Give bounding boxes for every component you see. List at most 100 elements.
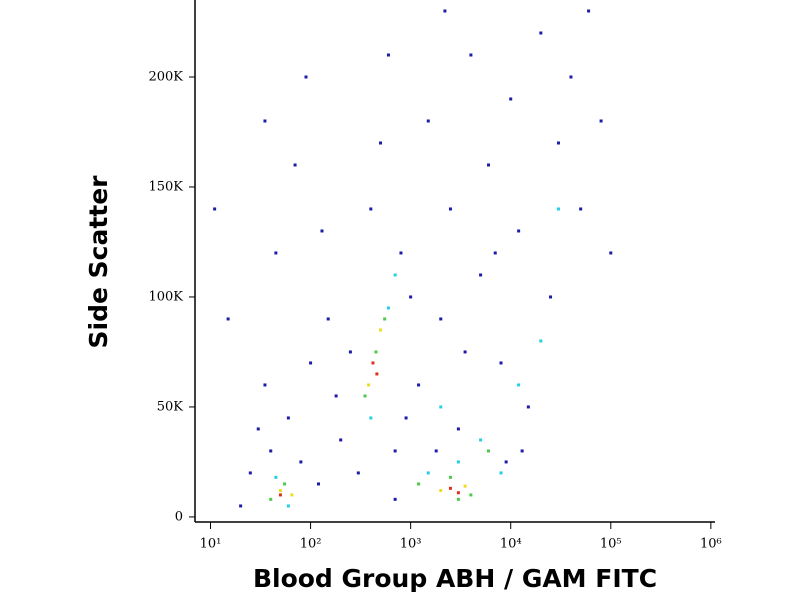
event-dot [256,427,260,431]
event-dot [579,207,583,211]
event-dot [393,273,397,277]
event-dot [609,251,613,255]
event-dot [487,163,491,167]
event-dot [569,75,573,79]
event-dot [448,207,452,211]
x-tick-label: 10⁶ [700,537,722,552]
event-dot [386,306,390,310]
event-dot [587,9,591,13]
event-dot [213,207,217,211]
event-dot [539,31,543,35]
event-dot [320,229,324,233]
event-dot [426,119,430,123]
event-dot [556,207,560,211]
event-dot [479,438,483,442]
event-dot [409,295,413,299]
event-dot [456,460,460,464]
event-dot [278,489,282,493]
event-dot [493,251,497,255]
event-dot [290,493,294,497]
event-dot [239,504,243,508]
event-dot [479,273,483,277]
event-dot [309,361,313,365]
event-dot [599,119,603,123]
event-dot [293,163,297,167]
y-tick-label: 100K [148,289,183,304]
event-dot [283,482,287,486]
event-dot [463,484,467,488]
event-dot [379,328,383,332]
y-tick-label: 150K [148,179,183,194]
event-dot [520,449,524,453]
event-dot [517,383,521,387]
event-dot [448,486,452,490]
event-dot [439,405,443,409]
event-dot [286,504,290,508]
event-dot [439,317,443,321]
event-dot [371,361,375,365]
event-dot [487,449,491,453]
event-dot [456,497,460,501]
x-tick-label: 10¹ [200,537,222,552]
y-tick-label: 50K [157,399,184,414]
event-dot [456,491,460,495]
event-dot [469,53,473,57]
x-tick-label: 10² [300,537,322,552]
event-dot [434,449,438,453]
event-dot [375,372,379,376]
y-tick-label: 200K [148,69,183,84]
event-dot [393,449,397,453]
event-dot [499,361,503,365]
event-dot [383,317,387,321]
event-dot [386,53,390,57]
event-dot [448,475,452,479]
event-dot [443,9,447,13]
event-dot [539,339,543,343]
event-dot [316,482,320,486]
event-dot [334,394,338,398]
event-dot [274,475,278,479]
event-dot [504,460,508,464]
event-dot [304,75,308,79]
event-dot [269,497,273,501]
event-dot [269,449,273,453]
event-dot [426,471,430,475]
event-dot [263,383,267,387]
event-dot [374,350,378,354]
event-dot [499,471,503,475]
event-dot [326,317,330,321]
event-dot [226,317,230,321]
event-dot [379,141,383,145]
event-dot [417,383,421,387]
event-dot [339,438,343,442]
event-dot [439,489,443,493]
event-dot [363,394,367,398]
event-dot [367,383,371,387]
event-dot [417,482,421,486]
event-dot [399,251,403,255]
event-dot [369,207,373,211]
event-dot [393,497,397,501]
event-dot [286,416,290,420]
y-axis-title: Side Scatter [84,175,113,349]
event-dot [299,460,303,464]
event-dot [526,405,530,409]
event-dot [404,416,408,420]
event-dot [348,350,352,354]
event-dot [463,350,467,354]
event-dot [248,471,252,475]
event-dot [278,493,282,497]
x-axis-title: Blood Group ABH / GAM FITC [253,564,657,593]
y-tick-label: 0 [175,509,183,524]
event-dot [556,141,560,145]
x-tick-label: 10⁴ [500,537,522,552]
event-dot [369,416,373,420]
event-dot [469,493,473,497]
event-dot [509,97,513,101]
event-dot [517,229,521,233]
event-dot [549,295,553,299]
event-dot [356,471,360,475]
event-dot [274,251,278,255]
event-dot [456,427,460,431]
